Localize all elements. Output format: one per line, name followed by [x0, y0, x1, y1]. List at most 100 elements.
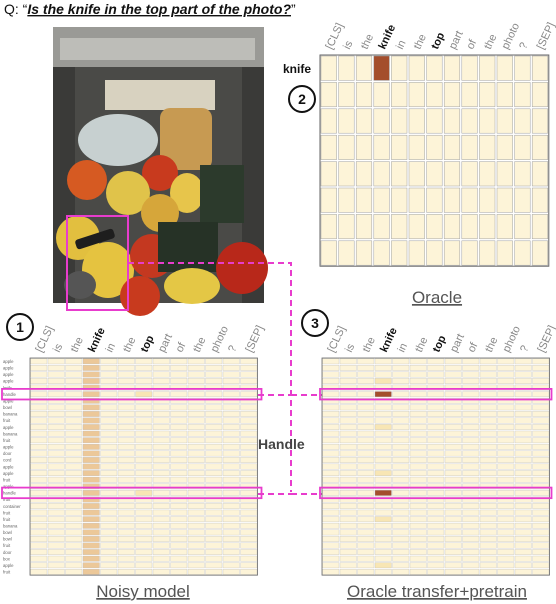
transfer-cell — [392, 378, 410, 384]
noisy-cell — [30, 404, 48, 411]
transfer-cell — [427, 542, 445, 549]
noisy-cell — [82, 430, 100, 437]
noisy-cell — [30, 371, 48, 378]
transfer-cell — [339, 483, 357, 490]
oracle-cell — [443, 55, 461, 81]
transfer-cell — [392, 542, 410, 549]
noisy-cell — [240, 503, 258, 509]
noisy-cell — [222, 424, 240, 430]
transfer-cell — [462, 384, 480, 391]
noisy-row-label: handle — [3, 392, 17, 397]
noisy-token-4: in — [104, 341, 118, 354]
transfer-token-9: the — [483, 335, 500, 354]
transfer-handle-highlight-0 — [319, 387, 553, 401]
noisy-cell — [100, 562, 118, 569]
noisy-cell — [240, 476, 258, 483]
transfer-cell — [532, 542, 550, 549]
transfer-token-6: top — [431, 333, 449, 354]
transfer-cell — [427, 522, 445, 529]
transfer-cell — [427, 503, 445, 509]
noisy-row-label: apple — [3, 372, 14, 377]
transfer-cell — [444, 549, 462, 555]
noisy-cell — [187, 384, 205, 391]
noisy-cell — [65, 365, 83, 371]
noisy-cell — [222, 417, 240, 424]
transfer-cell — [339, 411, 357, 417]
transfer-cell — [374, 417, 392, 424]
noisy-cell — [205, 490, 223, 496]
oracle-cell — [479, 240, 496, 266]
noisy-cell — [152, 529, 170, 536]
noisy-cell — [152, 516, 170, 523]
noisy-cell — [47, 562, 65, 569]
transfer-cell — [374, 569, 392, 575]
transfer-cell — [322, 503, 340, 509]
transfer-cell — [357, 384, 375, 391]
noisy-cell — [152, 378, 170, 384]
transfer-cell — [392, 411, 410, 417]
noisy-cell — [100, 509, 118, 516]
noisy-cell — [135, 509, 153, 516]
transfer-cell — [339, 358, 357, 365]
question-text: Is the knife in the top part of the phot… — [27, 1, 291, 17]
noisy-cell — [170, 391, 188, 398]
transfer-cell — [514, 430, 532, 437]
transfer-cell — [339, 569, 357, 575]
noisy-cell — [205, 476, 223, 483]
noisy-cell — [222, 490, 240, 496]
noisy-cell — [170, 404, 188, 411]
noisy-cell — [187, 371, 205, 378]
noisy-cell — [65, 378, 83, 384]
transfer-cell — [532, 476, 550, 483]
noisy-cell — [65, 476, 83, 483]
noisy-cell — [100, 404, 118, 411]
oracle-cell — [408, 240, 425, 266]
noisy-cell — [82, 555, 100, 562]
oracle-token-1: is — [341, 39, 355, 52]
noisy-cell — [205, 516, 223, 523]
noisy-cell — [187, 536, 205, 542]
noisy-token-11: ? — [226, 344, 239, 355]
transfer-cell — [409, 503, 427, 509]
noisy-cell — [205, 496, 223, 503]
transfer-cell — [374, 516, 392, 523]
noisy-cell — [240, 562, 258, 569]
transfer-cell — [444, 430, 462, 437]
noisy-cell — [240, 417, 258, 424]
noisy-cell — [135, 503, 153, 509]
transfer-cell — [444, 358, 462, 365]
noisy-cell — [100, 463, 118, 470]
transfer-cell — [409, 430, 427, 437]
noisy-cell — [152, 450, 170, 457]
noisy-cell — [222, 437, 240, 444]
transfer-cell — [322, 417, 340, 424]
noisy-cell — [187, 562, 205, 569]
noisy-cell — [47, 457, 65, 463]
noisy-cell — [117, 542, 135, 549]
question-suffix: ” — [291, 1, 296, 17]
noisy-cell — [222, 529, 240, 536]
bag — [105, 80, 215, 110]
transfer-cell — [514, 437, 532, 444]
noisy-cell — [47, 522, 65, 529]
noisy-cell — [187, 516, 205, 523]
noisy-cell — [47, 384, 65, 391]
noisy-cell — [100, 411, 118, 417]
noisy-cell — [30, 463, 48, 470]
noisy-cell — [240, 384, 258, 391]
transfer-cell — [514, 378, 532, 384]
noisy-cell — [100, 536, 118, 542]
noisy-cell — [82, 391, 100, 398]
container — [64, 271, 96, 299]
oracle-cell — [443, 161, 461, 187]
noisy-cell — [30, 516, 48, 523]
noisy-cell — [205, 463, 223, 470]
transfer-cell — [427, 536, 445, 542]
noisy-cell — [205, 569, 223, 575]
noisy-cell — [187, 549, 205, 555]
transfer-cell — [374, 378, 392, 384]
transfer-cell — [322, 365, 340, 371]
transfer-cell — [479, 483, 497, 490]
transfer-cell — [462, 417, 480, 424]
